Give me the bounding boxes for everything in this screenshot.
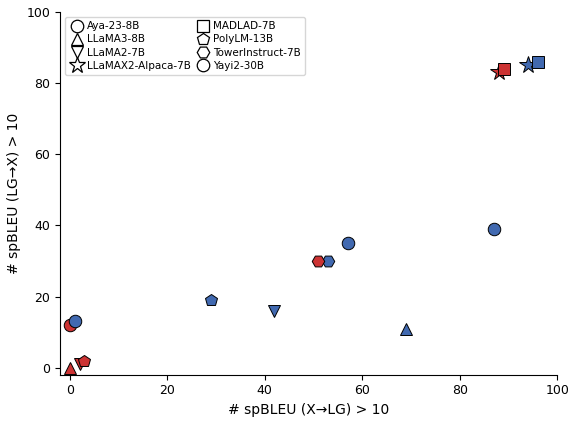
Legend: Aya-23-8B, LLaMA3-8B, LLaMA2-7B, LLaMAX2-Alpaca-7B, MADLAD-7B, PolyLM-13B, Tower: Aya-23-8B, LLaMA3-8B, LLaMA2-7B, LLaMAX2… bbox=[65, 17, 305, 75]
Y-axis label: # spBLEU (LG→X) > 10: # spBLEU (LG→X) > 10 bbox=[7, 113, 21, 274]
X-axis label: # spBLEU (X→LG) > 10: # spBLEU (X→LG) > 10 bbox=[228, 403, 389, 417]
